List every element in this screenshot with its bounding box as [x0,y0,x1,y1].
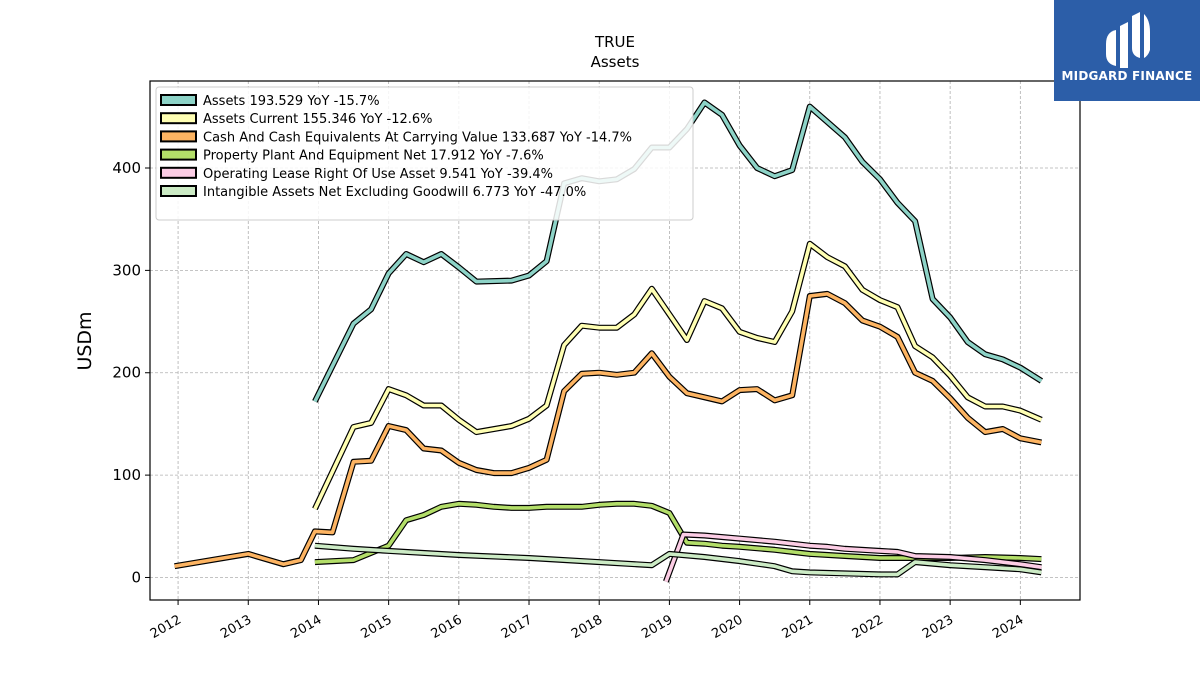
x-tick-label: 2022 [850,612,886,642]
series-3 [174,290,1042,570]
y-axis-label: USDm [74,311,96,370]
plot-frame [149,80,1081,601]
logo-text: MIDGARD FINANCE [1061,69,1193,83]
legend-label: Assets 193.529 YoY -15.7% [203,94,380,109]
chart-subtitle: Assets [591,53,640,71]
x-tick-label: 2017 [499,612,535,642]
y-tick-label: 200 [112,364,141,382]
x-tick-label: 2020 [709,612,745,642]
legend-swatch [160,166,197,179]
legend-swatch [160,94,197,106]
legend-item: Assets 193.529 YoY -15.7% [160,94,380,109]
y-axis: 0 100 200 300 400 [112,159,150,586]
legend-box [155,86,694,221]
series-5 [663,531,1042,583]
series-line [664,532,1042,583]
x-tick-label: 2014 [288,612,324,642]
legend-swatch [160,112,197,125]
x-tick-label: 2016 [429,612,465,642]
series-line [174,292,1042,568]
legend-label: Cash And Cash Equivalents At Carrying Va… [203,130,632,145]
midgard-logo-icon [1106,12,1150,68]
series-line [314,501,1042,564]
legend-label: Operating Lease Right Of Use Asset 9.541… [203,167,553,182]
legend-item: Intangible Assets Net Excluding Goodwill… [160,185,586,200]
legend-item: Operating Lease Right Of Use Asset 9.541… [160,166,553,182]
x-tick-label: 2015 [358,612,394,642]
x-tick-label: 2013 [218,612,254,642]
series-line [314,543,1042,577]
x-tick-label: 2018 [569,612,605,642]
series-6 [314,542,1042,578]
y-tick-label: 0 [131,568,141,586]
x-tick-label: 2019 [639,612,675,642]
legend-label: Intangible Assets Net Excluding Goodwill… [203,185,586,200]
series-line [313,242,1043,510]
legend-swatch [160,148,197,161]
legend-item: Cash And Cash Equivalents At Carrying Va… [160,130,632,145]
y-tick-label: 300 [112,261,141,279]
legend-label: Assets Current 155.346 YoY -12.6% [203,112,433,127]
legend: Assets 193.529 YoY -15.7% Assets Current … [155,86,694,221]
chart-title: TRUE [594,33,635,51]
x-tick-label: 2021 [780,612,816,642]
series-2 [312,240,1043,511]
legend-swatch [160,185,197,197]
series-4 [314,500,1042,566]
legend-label: Property Plant And Equipment Net 17.912 … [203,149,544,164]
series-1 [312,99,1043,403]
series-line [313,100,1043,403]
x-tick-label: 2012 [148,612,184,642]
legend-item: Property Plant And Equipment Net 17.912 … [160,148,544,164]
legend-item: Assets Current 155.346 YoY -12.6% [160,112,433,127]
x-tick-label: 2023 [920,612,956,642]
x-axis: 2012 2013 2014 2015 2016 2017 2018 2019 2020 2021… [148,600,1026,642]
series-lines [174,99,1043,583]
series-line-outline [312,240,1043,511]
y-tick-label: 400 [112,159,141,177]
brand-logo: MIDGARD FINANCE [1054,0,1200,101]
y-tick-label: 100 [112,466,141,484]
x-tick-label: 2024 [990,612,1026,642]
legend-swatch [160,130,197,143]
